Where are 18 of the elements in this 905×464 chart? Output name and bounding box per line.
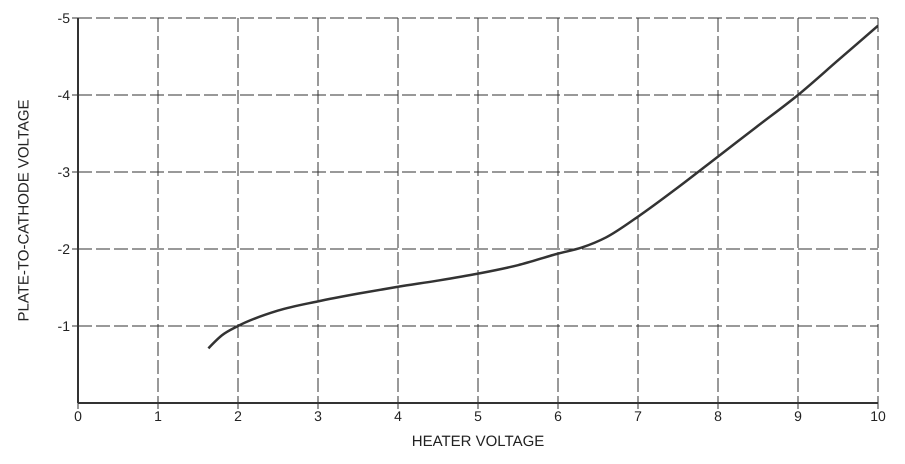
x-tick-label: 2 (234, 408, 242, 424)
y-tick-label: -2 (58, 240, 70, 257)
x-tick-label: 5 (474, 408, 482, 424)
x-tick-label: 3 (314, 408, 322, 424)
y-tick-label: -1 (58, 318, 70, 334)
y-axis-title: PLATE-TO-CATHODE VOLTAGE (15, 100, 32, 322)
x-tick-label: 6 (554, 408, 562, 424)
x-tick-label: 7 (634, 408, 642, 424)
x-tick-label: 1 (154, 408, 162, 424)
y-tick-label: -5 (58, 10, 70, 26)
x-tick-label: 4 (394, 408, 402, 424)
x-tick-label: 9 (794, 408, 802, 424)
x-tick-label: 0 (74, 408, 82, 424)
y-tick-label: -3 (58, 164, 70, 180)
x-tick-label: 10 (870, 408, 886, 424)
x-axis-title: HEATER VOLTAGE (412, 433, 544, 450)
x-tick-label: 8 (714, 408, 722, 424)
y-tick-label: -4 (58, 86, 70, 103)
